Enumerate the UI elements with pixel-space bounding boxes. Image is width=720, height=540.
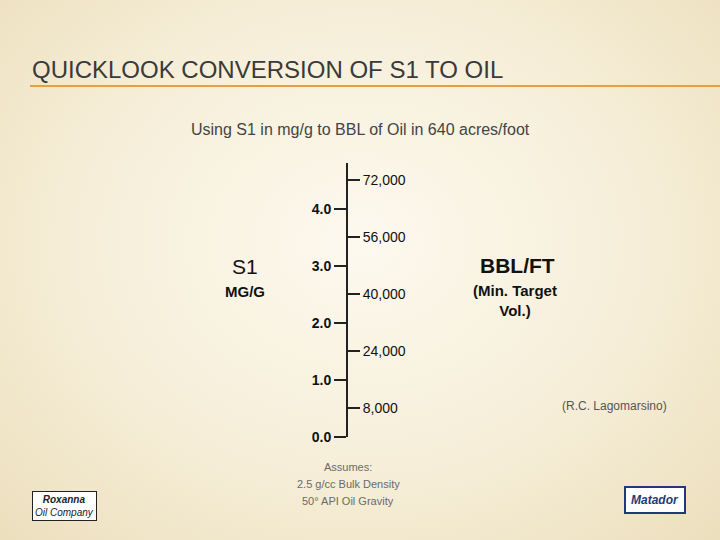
svg-text:1.0: 1.0 bbox=[312, 372, 332, 388]
svg-text:40,000: 40,000 bbox=[363, 286, 406, 302]
svg-text:Matador: Matador bbox=[631, 493, 679, 507]
svg-text:RoxannaOil Company: RoxannaOil Company bbox=[35, 494, 94, 518]
svg-text:(Min. TargetVol.): (Min. TargetVol.) bbox=[473, 282, 557, 319]
svg-text:0.0: 0.0 bbox=[312, 429, 332, 445]
svg-text:24,000: 24,000 bbox=[363, 343, 406, 359]
svg-text:56,000: 56,000 bbox=[363, 229, 406, 245]
svg-text:BBL/FT: BBL/FT bbox=[480, 254, 555, 277]
svg-text:2.5 g/cc Bulk Density: 2.5 g/cc Bulk Density bbox=[297, 478, 400, 490]
svg-text:(R.C. Lagomarsino): (R.C. Lagomarsino) bbox=[562, 399, 667, 413]
svg-text:8,000: 8,000 bbox=[363, 400, 398, 416]
svg-text:Assumes:: Assumes: bbox=[324, 461, 372, 473]
svg-text:MG/G: MG/G bbox=[225, 283, 265, 300]
svg-text:3.0: 3.0 bbox=[312, 258, 332, 274]
svg-text:50° API Oil Gravity: 50° API Oil Gravity bbox=[302, 495, 394, 507]
svg-text:72,000: 72,000 bbox=[363, 172, 406, 188]
svg-text:Using S1 in mg/g to BBL of Oil: Using S1 in mg/g to BBL of Oil in 640 ac… bbox=[191, 121, 530, 138]
svg-text:4.0: 4.0 bbox=[312, 201, 332, 217]
svg-text:2.0: 2.0 bbox=[312, 315, 332, 331]
svg-text:S1: S1 bbox=[232, 255, 258, 278]
svg-text:QUICKLOOK CONVERSION OF S1 TO: QUICKLOOK CONVERSION OF S1 TO OIL bbox=[32, 56, 503, 83]
